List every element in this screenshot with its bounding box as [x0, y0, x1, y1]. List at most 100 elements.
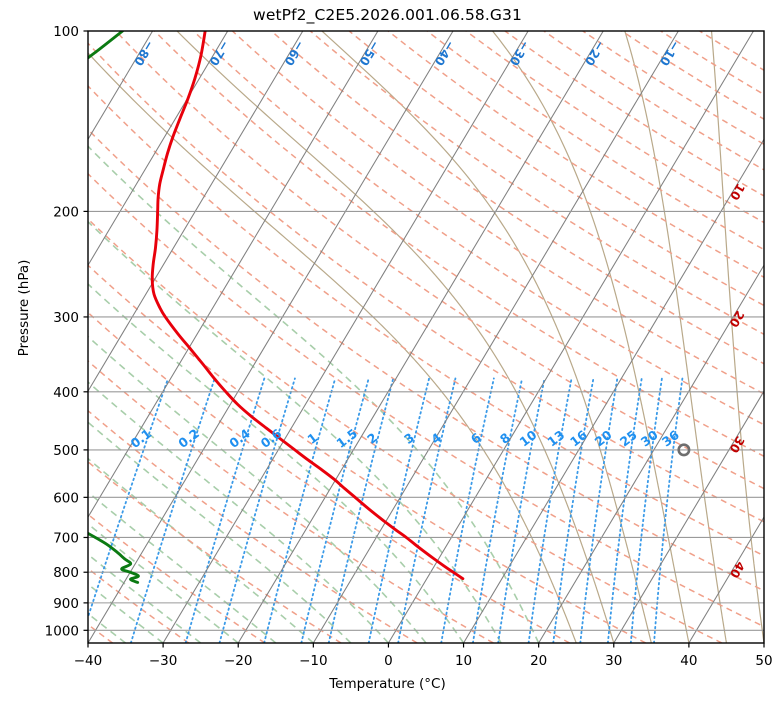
y-tick-label-600: 600: [53, 490, 79, 506]
dry-adiabat-200: [543, 31, 764, 171]
dry-adiabat-130: [270, 31, 764, 365]
dry-adiabat-50: [88, 172, 764, 628]
dry-adiabat--20: [88, 513, 266, 643]
dry-adiabat-210: [582, 31, 764, 146]
isotherms: [88, 31, 764, 643]
mixing-ratio-0.6: [218, 377, 296, 643]
isotherm-20: [538, 264, 764, 643]
mixing-ratio-20: [579, 377, 619, 643]
isotherm-10: [463, 138, 764, 643]
dry-adiabat-110: [192, 31, 764, 426]
mixing-ratio-13: [527, 377, 573, 643]
isotherm-30: [613, 390, 764, 643]
dry-adiabat-0: [88, 409, 418, 643]
mixing-ratio-1: [263, 377, 337, 643]
dry-adiabat-170: [426, 31, 764, 251]
dry-adiabat-30: [88, 264, 647, 643]
x-tick-label--40: −40: [74, 653, 103, 669]
mixing-ratio-8: [472, 377, 523, 643]
x-tick-label-30: 30: [605, 653, 622, 669]
y-axis-ticks: 100 200 300 400 500 600 700 800 900 1000: [45, 24, 88, 639]
mixing-ratio-36: [653, 377, 684, 643]
lcl-marker[interactable]: [677, 443, 691, 457]
y-tick-label-900: 900: [53, 596, 79, 612]
dry-adiabat-120: [231, 31, 764, 395]
isotherm-50: [763, 641, 764, 643]
isotherm-0: [387, 31, 754, 643]
dry-adiabat-180: [465, 31, 764, 224]
moist-adiabat-40: [491, 31, 690, 643]
isotherm--20: [237, 31, 604, 643]
temperature-line: [150, 31, 465, 581]
isotherm--40: [88, 31, 454, 643]
x-tick-label--10: −10: [299, 653, 328, 669]
mixing-ratio-30: [629, 377, 663, 643]
plot-background: [88, 31, 764, 643]
dry-adiabat-150: [348, 31, 764, 307]
isotherm--50: [88, 31, 379, 519]
x-tick-label-0: 0: [384, 653, 393, 669]
mixing-ratio-0.1: [88, 377, 169, 621]
dry-adiabat--10: [88, 460, 342, 643]
y-tick-label-1000: 1000: [45, 623, 79, 639]
mixing-ratio-2: [327, 377, 395, 643]
moist-adiabat-15: [88, 220, 502, 643]
mixing-ratio-lines: [88, 377, 684, 643]
profile-marker[interactable]: [677, 443, 691, 457]
x-tick-label--30: −30: [149, 653, 178, 669]
mixing-ratio-4: [397, 377, 457, 643]
isobars: [88, 31, 764, 631]
dry-adiabats: [0, 31, 764, 643]
moist-adiabat-35: [321, 31, 652, 643]
mixing-ratio-0.4: [184, 377, 266, 643]
moist-adiabat-50: [710, 31, 764, 643]
x-tick-label--20: −20: [224, 653, 253, 669]
moist-adiabats: [88, 31, 764, 643]
isotherm-40: [688, 516, 764, 643]
y-tick-label-700: 700: [53, 530, 79, 546]
y-tick-label-300: 300: [53, 310, 79, 326]
dry-adiabat-80: [88, 42, 764, 523]
page-title: wetPf2_C2E5.2026.001.06.58.G31: [253, 6, 522, 24]
mixing-ratio-1.5: [300, 377, 370, 643]
isotherm--60: [88, 31, 304, 393]
moist-adiabat-25: [88, 52, 577, 643]
dry-adiabat--50: [0, 514, 36, 643]
y-tick-label-200: 200: [53, 204, 79, 220]
dry-adiabat-20: [88, 311, 570, 643]
x-tick-label-50: 50: [755, 653, 772, 669]
plot-frame: [87, 30, 765, 644]
isotherm--30: [162, 31, 529, 643]
dry-adiabat-100: [154, 31, 764, 458]
y-tick-label-400: 400: [53, 385, 79, 401]
y-tick-label-100: 100: [53, 24, 79, 40]
temperature-profile: [150, 31, 465, 581]
moist-adiabat-20: [88, 145, 540, 643]
mixing-ratio-3: [367, 377, 430, 643]
mixing-ratio-10: [497, 377, 546, 643]
y-tick-label-500: 500: [53, 443, 79, 459]
dry-adiabat-160: [387, 31, 764, 279]
moist-adiabat--40: [88, 641, 89, 643]
x-axis-ticks: −40 −30 −20 −10 0 10 20 30 40 50: [74, 643, 773, 669]
moist-adiabat-45: [624, 31, 728, 643]
x-tick-label-10: 10: [455, 653, 472, 669]
x-axis-label: Temperature (°C): [329, 676, 446, 692]
x-tick-label-40: 40: [680, 653, 697, 669]
dry-adiabat-220: [621, 31, 764, 121]
dry-adiabat-140: [309, 31, 764, 336]
isotherm--70: [88, 31, 229, 267]
moist-adiabat--5: [88, 421, 352, 643]
mixing-ratio-25: [606, 377, 643, 643]
mixing-ratio-6: [440, 377, 495, 643]
isotherm--80: [88, 31, 154, 141]
isotherm--10: [312, 31, 679, 643]
y-tick-label-800: 800: [53, 565, 79, 581]
mixing-ratio-0.2: [129, 377, 216, 643]
moist-adiabat-10: [88, 282, 465, 643]
dry-adiabat-90: [115, 31, 764, 490]
moist-adiabat-30: [176, 31, 615, 643]
x-tick-label-20: 20: [530, 653, 547, 669]
